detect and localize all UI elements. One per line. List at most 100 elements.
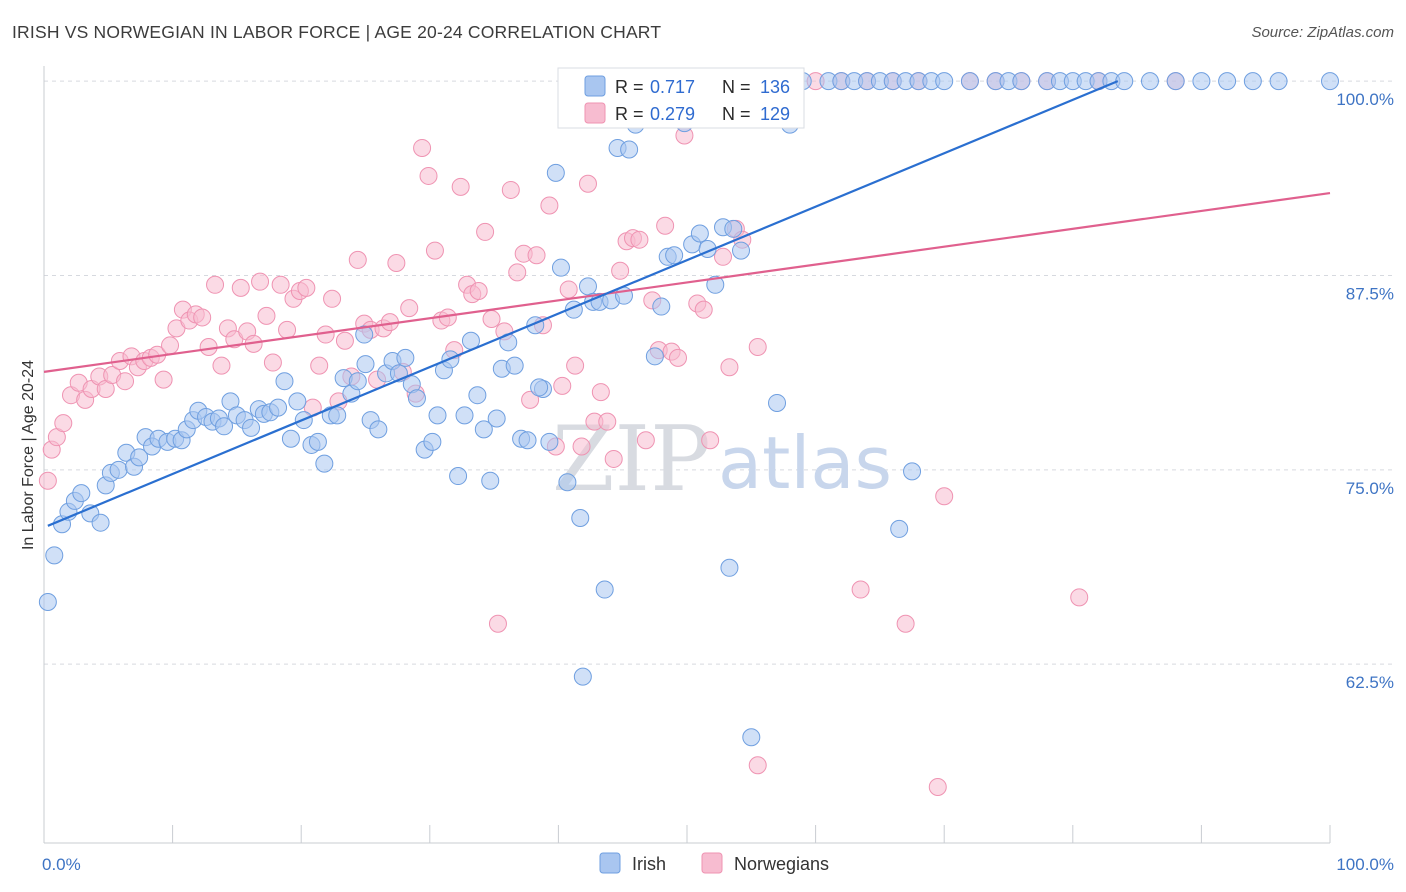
watermark-atlas: atlas xyxy=(718,421,892,505)
irish-point-133 xyxy=(1321,72,1339,91)
irish-point-97 xyxy=(706,275,725,294)
irish-point-115 xyxy=(935,72,954,91)
irish-point-40 xyxy=(308,432,327,451)
norwegians-point-33 xyxy=(251,272,270,291)
irish-point-131 xyxy=(1243,72,1262,91)
irish-point-119 xyxy=(1012,72,1031,91)
norwegians-point-110 xyxy=(748,337,767,356)
irish-point-35 xyxy=(275,372,294,391)
norwegians-point-40 xyxy=(297,278,316,297)
grid-lines xyxy=(44,80,1392,665)
watermark-zip: ZIP xyxy=(552,407,711,512)
norwegians-point-78 xyxy=(540,196,559,215)
irish-point-116 xyxy=(960,72,979,91)
irish-point-100 xyxy=(724,219,743,238)
irish-point-65 xyxy=(474,420,493,439)
norwegians-point-88 xyxy=(604,449,623,468)
y-tick-labels: 62.5% 75.0% 87.5% 100.0% xyxy=(1336,90,1394,692)
norwegians-point-3 xyxy=(54,414,73,433)
norwegians-point-19 xyxy=(161,336,180,355)
norwegians-point-56 xyxy=(400,299,419,318)
norwegians-point-67 xyxy=(469,282,488,301)
irish-point-139 xyxy=(620,140,639,159)
norwegians-point-93 xyxy=(636,431,655,450)
irish-point-13 xyxy=(130,448,149,467)
norwegians-point-129 xyxy=(1070,588,1089,607)
norwegians-point-34 xyxy=(257,306,276,325)
norwegians-point-68 xyxy=(476,222,495,241)
irish-point-84 xyxy=(595,580,614,599)
chart-title: IRISH VS NORWEGIAN IN LABOR FORCE | AGE … xyxy=(12,22,662,42)
irish-r-value: 0.717 xyxy=(650,77,695,97)
irish-point-80 xyxy=(571,509,590,528)
norwegians-point-86 xyxy=(591,383,610,402)
norwegians-point-12 xyxy=(116,372,135,391)
irish-point-26 xyxy=(215,417,234,436)
legend-label-irish: Irish xyxy=(632,854,666,874)
irish-point-138 xyxy=(356,355,375,374)
irish-point-55 xyxy=(407,389,426,408)
irish-n-label: N = xyxy=(722,77,751,97)
irish-point-10 xyxy=(109,460,128,479)
norwegians-n-label: N = xyxy=(722,104,751,124)
x-tick-label-max: 100.0% xyxy=(1336,855,1394,874)
norwegians-point-36 xyxy=(271,275,290,294)
irish-point-136 xyxy=(573,667,592,686)
norwegians-point-92 xyxy=(630,230,649,249)
trend-lines xyxy=(43,80,1331,527)
norwegians-point-80 xyxy=(553,376,572,395)
norwegians-point-103 xyxy=(701,431,720,450)
norwegians-n-value: 129 xyxy=(760,104,790,124)
irish-point-43 xyxy=(328,406,347,425)
irish-point-130 xyxy=(1218,72,1237,91)
norwegians-point-87 xyxy=(598,412,617,431)
norwegians-point-127 xyxy=(935,487,954,506)
norwegians-point-125 xyxy=(851,580,870,599)
irish-point-132 xyxy=(1269,72,1288,91)
irish-points xyxy=(38,72,1339,747)
irish-point-0 xyxy=(38,592,57,611)
norwegians-point-82 xyxy=(566,356,585,375)
irish-point-58 xyxy=(428,406,447,425)
irish-point-102 xyxy=(742,728,761,747)
x-tick-labels: 0.0% 100.0% xyxy=(42,855,1394,874)
y-tick-label-0: 62.5% xyxy=(1346,673,1394,692)
irish-point-36 xyxy=(281,429,300,448)
irish-point-47 xyxy=(355,325,374,344)
source-label: Source: ZipAtlas.com xyxy=(1251,24,1394,41)
norwegians-point-37 xyxy=(278,320,297,339)
norwegians-point-54 xyxy=(387,254,406,273)
irish-point-41 xyxy=(315,454,334,473)
irish-point-70 xyxy=(505,356,524,375)
norwegians-point-58 xyxy=(413,138,432,157)
irish-legend-swatch xyxy=(584,75,606,97)
irish-point-127 xyxy=(1140,72,1159,91)
irish-point-5 xyxy=(72,484,91,503)
norwegians-trend-line xyxy=(43,191,1331,373)
y-tick-label-1: 75.0% xyxy=(1346,479,1394,498)
x-tick-label-min: 0.0% xyxy=(42,855,81,874)
irish-point-64 xyxy=(468,386,487,405)
irish-point-137 xyxy=(530,378,549,397)
norwegians-point-75 xyxy=(521,390,540,409)
axes xyxy=(43,66,1331,844)
norwegians-r-label: R = xyxy=(615,104,644,124)
norwegians-point-83 xyxy=(572,437,591,456)
norwegians-point-24 xyxy=(193,308,212,327)
norwegians-point-106 xyxy=(720,358,739,377)
norwegians-point-84 xyxy=(578,174,597,193)
irish-point-67 xyxy=(487,409,506,428)
norwegians-point-98 xyxy=(668,348,687,367)
irish-point-103 xyxy=(768,393,787,412)
irish-point-135 xyxy=(903,462,922,481)
irish-point-90 xyxy=(652,297,671,316)
y-axis-label: In Labor Force | Age 20-24 xyxy=(20,360,37,550)
norwegians-point-89 xyxy=(611,261,630,280)
norwegians-point-126 xyxy=(896,614,915,633)
irish-point-49 xyxy=(369,420,388,439)
legend-label-norwegians: Norwegians xyxy=(734,854,829,874)
irish-point-72 xyxy=(518,431,537,450)
norwegians-point-30 xyxy=(231,278,250,297)
irish-point-53 xyxy=(396,348,415,367)
